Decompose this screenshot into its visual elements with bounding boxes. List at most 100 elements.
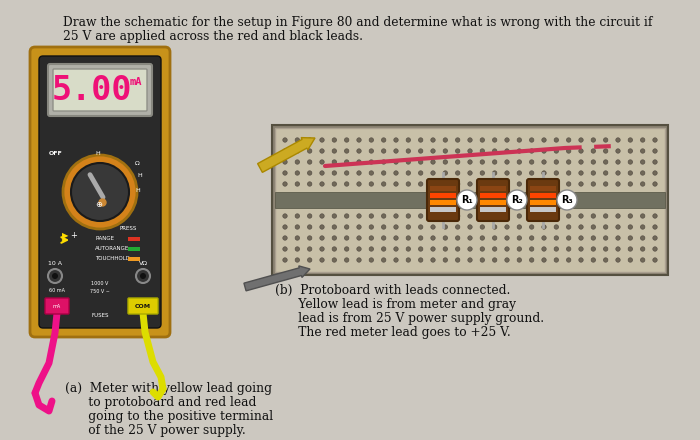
Bar	[275, 128, 665, 272]
Circle shape	[493, 149, 497, 153]
Circle shape	[554, 258, 559, 262]
Circle shape	[283, 171, 287, 175]
Circle shape	[542, 247, 546, 251]
Circle shape	[307, 258, 312, 262]
Circle shape	[406, 258, 410, 262]
Circle shape	[430, 247, 435, 251]
Circle shape	[653, 182, 657, 186]
Circle shape	[505, 214, 509, 218]
Circle shape	[456, 236, 460, 240]
FancyBboxPatch shape	[128, 298, 158, 314]
Circle shape	[529, 171, 534, 175]
Circle shape	[456, 160, 460, 164]
Circle shape	[394, 225, 398, 229]
Circle shape	[406, 247, 410, 251]
Circle shape	[529, 182, 534, 186]
Circle shape	[507, 190, 527, 210]
Circle shape	[529, 214, 534, 218]
Circle shape	[493, 247, 497, 251]
Circle shape	[430, 236, 435, 240]
Text: R₃: R₃	[561, 195, 573, 205]
Circle shape	[344, 171, 349, 175]
Circle shape	[307, 225, 312, 229]
Circle shape	[307, 160, 312, 164]
Circle shape	[579, 182, 583, 186]
Circle shape	[628, 247, 633, 251]
Circle shape	[468, 214, 472, 218]
Bar	[530, 200, 556, 205]
Circle shape	[369, 258, 374, 262]
Circle shape	[517, 138, 522, 142]
Circle shape	[443, 258, 447, 262]
Circle shape	[640, 160, 645, 164]
Circle shape	[357, 171, 361, 175]
Circle shape	[616, 149, 620, 153]
Circle shape	[357, 138, 361, 142]
Circle shape	[542, 214, 546, 218]
Circle shape	[603, 182, 608, 186]
Circle shape	[616, 160, 620, 164]
Text: R₂: R₂	[511, 195, 523, 205]
FancyBboxPatch shape	[39, 56, 161, 328]
Circle shape	[493, 214, 497, 218]
Circle shape	[517, 182, 522, 186]
Circle shape	[430, 160, 435, 164]
Circle shape	[344, 149, 349, 153]
Circle shape	[517, 247, 522, 251]
Circle shape	[529, 149, 534, 153]
Circle shape	[344, 225, 349, 229]
Circle shape	[430, 214, 435, 218]
Circle shape	[628, 236, 633, 240]
Circle shape	[579, 258, 583, 262]
Bar	[530, 207, 556, 212]
Circle shape	[456, 214, 460, 218]
Circle shape	[566, 182, 571, 186]
Text: 60 mA: 60 mA	[49, 288, 65, 293]
Circle shape	[332, 138, 337, 142]
Circle shape	[443, 247, 447, 251]
Circle shape	[579, 160, 583, 164]
Circle shape	[419, 171, 423, 175]
Circle shape	[295, 182, 300, 186]
Circle shape	[332, 182, 337, 186]
Circle shape	[283, 236, 287, 240]
Text: PRESS: PRESS	[120, 226, 137, 231]
Circle shape	[406, 160, 410, 164]
Text: OFF: OFF	[49, 151, 63, 156]
Circle shape	[554, 182, 559, 186]
Bar	[430, 200, 456, 205]
Circle shape	[493, 236, 497, 240]
Circle shape	[283, 258, 287, 262]
Circle shape	[295, 225, 300, 229]
Circle shape	[554, 247, 559, 251]
Circle shape	[307, 182, 312, 186]
Circle shape	[307, 149, 312, 153]
Circle shape	[616, 236, 620, 240]
Circle shape	[369, 160, 374, 164]
Circle shape	[430, 171, 435, 175]
Circle shape	[542, 171, 546, 175]
Circle shape	[48, 269, 62, 283]
Text: of the 25 V power supply.: of the 25 V power supply.	[65, 424, 246, 437]
Circle shape	[542, 138, 546, 142]
Circle shape	[603, 149, 608, 153]
Circle shape	[71, 163, 129, 221]
Circle shape	[603, 214, 608, 218]
Circle shape	[493, 258, 497, 262]
Circle shape	[357, 149, 361, 153]
Circle shape	[430, 225, 435, 229]
Circle shape	[320, 225, 324, 229]
Circle shape	[480, 258, 484, 262]
Circle shape	[529, 258, 534, 262]
Circle shape	[616, 171, 620, 175]
Circle shape	[616, 258, 620, 262]
Circle shape	[369, 171, 374, 175]
Circle shape	[591, 247, 596, 251]
Circle shape	[320, 258, 324, 262]
Circle shape	[52, 273, 58, 279]
Bar	[128, 257, 140, 261]
Circle shape	[480, 182, 484, 186]
Circle shape	[357, 258, 361, 262]
Circle shape	[443, 160, 447, 164]
Circle shape	[295, 160, 300, 164]
